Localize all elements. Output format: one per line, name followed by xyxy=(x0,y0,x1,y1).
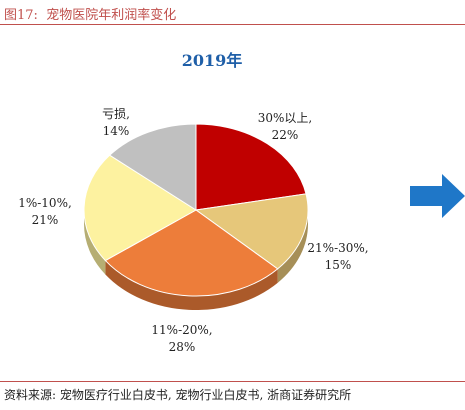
pie-value-label-0: 22% xyxy=(272,128,299,142)
pie-value-label-4: 14% xyxy=(103,124,130,138)
figure-header: 图17: 宠物医院年利润率变化 xyxy=(0,0,465,26)
chart-title: 2019年 xyxy=(182,51,243,70)
pie-slice-0 xyxy=(195,123,307,211)
pie-slice-side-3 xyxy=(84,210,106,275)
right-arrow-icon xyxy=(410,174,465,218)
header-rule xyxy=(0,24,465,25)
pie-value-label-2: 28% xyxy=(169,340,196,354)
pie-label-3: 1%-10%, xyxy=(18,196,72,210)
pie-labels: 30%以上, 22% 21%-30%, 15% 11%-20%, 28% 1%-10%, 21… xyxy=(18,107,368,354)
pie-label-0: 30%以上, xyxy=(258,111,313,125)
source-note: 资料来源: 宠物医疗行业白皮书, 宠物行业白皮书, 浙商证券研究所 xyxy=(4,388,352,402)
pie-value-label-1: 15% xyxy=(325,258,352,272)
pie-slice-side-2 xyxy=(105,260,278,311)
pie-slice-3 xyxy=(83,154,197,262)
pie-label-1: 21%-30%, xyxy=(307,241,368,255)
pie-label-2: 11%-20%, xyxy=(151,323,212,337)
pie-label-4: 亏损, xyxy=(102,107,130,121)
figure-label: 图17: xyxy=(4,8,38,23)
pie-value-label-3: 21% xyxy=(32,213,59,227)
pie-slices xyxy=(83,123,309,297)
pie-slice-2 xyxy=(104,209,279,297)
figure-title: 图17: 宠物医院年利润率变化 xyxy=(4,4,176,23)
pie-3d-sides xyxy=(84,210,308,311)
pie-slice-4 xyxy=(108,123,197,211)
pie-slice-1 xyxy=(194,193,309,270)
figure-title-text: 宠物医院年利润率变化 xyxy=(46,8,177,23)
pie-chart: 2019年 30%以上, 22% 21%-30%, 15% 11%-20%, 28% 1%-… xyxy=(18,51,465,354)
footer-rule xyxy=(0,381,465,382)
pie-slice-side-1 xyxy=(277,210,308,283)
